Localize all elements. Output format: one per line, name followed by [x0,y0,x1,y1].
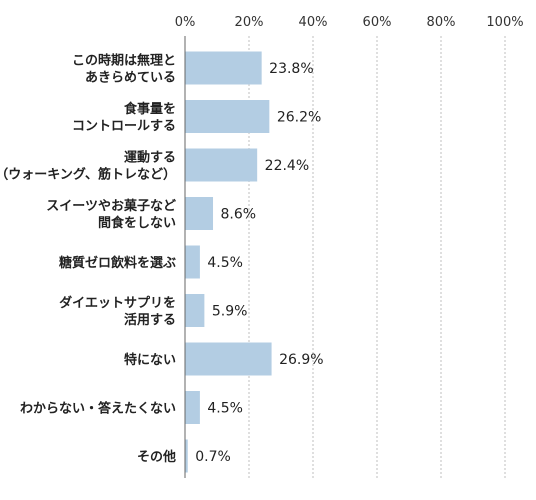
category-label-line: 活用する [124,312,176,328]
bar [185,148,258,182]
category-label-line: スイーツやお菓子など [46,198,176,214]
category-label-line: （ウォーキング、筋トレなど） [0,167,176,183]
bar [185,391,200,424]
x-tick-label: 80% [427,15,456,30]
gridlines [248,36,506,478]
category-label-line: その他 [137,449,176,465]
bar [185,294,205,327]
value-label: 23.8% [269,61,313,77]
value-label: 4.5% [207,255,243,271]
category-label: 運動する（ウォーキング、筋トレなど） [0,150,176,183]
category-label: 糖質ゼロ飲料を選ぶ [59,255,176,271]
bars [185,51,272,473]
value-label: 26.2% [277,110,321,126]
value-label: 5.9% [212,304,248,320]
value-label: 0.7% [195,449,231,465]
category-label-line: この時期は無理と [72,53,176,69]
value-label: 22.4% [265,158,309,174]
category-label: この時期は無理とあきらめている [72,53,176,86]
category-label: わからない・答えたくない [20,401,176,417]
category-label-line: 運動する [124,150,176,166]
x-tick-label: 20% [235,15,264,30]
category-label: その他 [137,449,176,465]
x-tick-label: 0% [175,15,196,30]
bar [185,197,214,230]
value-label: 8.6% [221,207,257,223]
value-label: 26.9% [279,352,323,368]
x-tick-label: 40% [299,15,328,30]
x-axis-ticks: 0% 20% 40% 60% 80% 100% [175,15,524,30]
bar [185,245,200,279]
x-tick-label: 100% [486,15,523,30]
category-label-line: 特にない [124,352,176,368]
bar [185,100,270,133]
bar [185,439,188,473]
category-label: ダイエットサプリを活用する [59,295,176,328]
x-tick-label: 60% [363,15,392,30]
category-label-line: コントロールする [72,119,176,134]
category-labels: この時期は無理とあきらめている食事量をコントロールする運動する（ウォーキング、筋… [0,53,176,466]
bar [185,51,262,85]
category-label-line: 食事量を [124,101,176,117]
bar [185,342,272,376]
category-label-line: 糖質ゼロ飲料を選ぶ [59,255,176,271]
category-label-line: 間食をしない [98,215,176,231]
value-labels: 23.8% 26.2% 22.4% 8.6% 4.5% 5.9% 26.9% 4.5% 0.7% [195,61,323,465]
category-label: スイーツやお菓子など間食をしない [46,198,176,231]
category-label: 特にない [124,352,176,368]
category-label-line: わからない・答えたくない [20,401,176,417]
value-label: 4.5% [207,401,243,417]
category-label-line: ダイエットサプリを [59,295,176,311]
category-label: 食事量をコントロールする [72,101,176,134]
category-label-line: あきらめている [85,71,176,86]
